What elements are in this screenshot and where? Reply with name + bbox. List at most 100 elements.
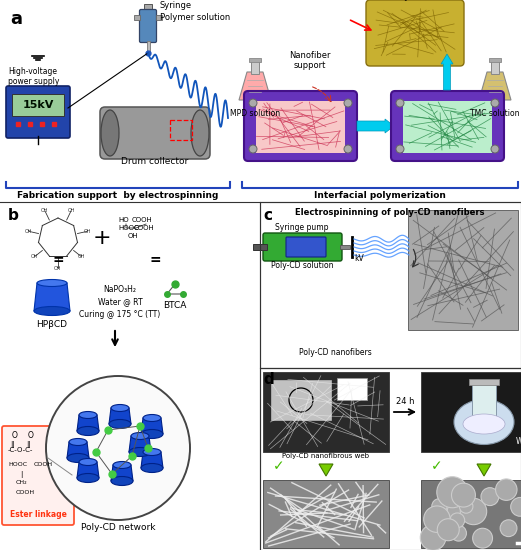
- Ellipse shape: [79, 459, 97, 465]
- Text: NaPO₃H₂
Water @ RT
Curing @ 175 °C (TT): NaPO₃H₂ Water @ RT Curing @ 175 °C (TT): [79, 285, 160, 319]
- FancyBboxPatch shape: [140, 9, 156, 42]
- Text: kV: kV: [354, 254, 364, 263]
- Ellipse shape: [191, 110, 209, 156]
- Text: Water: Water: [516, 437, 521, 446]
- Polygon shape: [77, 462, 99, 478]
- Text: Poly-CD nanofibrous web: Poly-CD nanofibrous web: [282, 453, 369, 459]
- Circle shape: [396, 99, 404, 107]
- Text: OH: OH: [31, 254, 39, 259]
- Text: Drum collector: Drum collector: [121, 157, 189, 166]
- Text: OH: OH: [67, 208, 75, 213]
- Bar: [170, 120, 192, 140]
- Text: ||: ||: [10, 441, 15, 448]
- Circle shape: [473, 528, 492, 548]
- Bar: [271, 380, 331, 420]
- Bar: [12, 94, 64, 116]
- Bar: [251, 60, 259, 74]
- Ellipse shape: [131, 432, 149, 439]
- Text: Poly-CD network: Poly-CD network: [81, 523, 155, 532]
- Circle shape: [46, 376, 190, 520]
- Text: OH: OH: [25, 229, 32, 234]
- Text: OH: OH: [78, 254, 85, 259]
- Text: High-voltage
power supply: High-voltage power supply: [8, 67, 59, 86]
- Polygon shape: [77, 415, 99, 431]
- Bar: [260, 368, 521, 550]
- Text: Poly-CD nanofibers: Poly-CD nanofibers: [299, 348, 371, 357]
- Polygon shape: [479, 72, 511, 100]
- Circle shape: [432, 499, 447, 514]
- Text: |: |: [20, 471, 22, 478]
- Circle shape: [452, 483, 476, 507]
- Ellipse shape: [129, 448, 151, 456]
- Text: 15kV: 15kV: [22, 100, 54, 110]
- Ellipse shape: [463, 414, 505, 434]
- Ellipse shape: [111, 476, 133, 486]
- Polygon shape: [239, 72, 271, 100]
- Text: +: +: [93, 228, 111, 248]
- Ellipse shape: [143, 415, 161, 421]
- Circle shape: [451, 525, 466, 541]
- Circle shape: [500, 520, 517, 537]
- FancyBboxPatch shape: [391, 91, 504, 161]
- Text: Electrospininning of poly-CD nanofibers: Electrospininning of poly-CD nanofibers: [295, 208, 485, 217]
- Text: Syringe pump: Syringe pump: [275, 223, 329, 232]
- Text: CH₂: CH₂: [16, 480, 28, 485]
- Text: Syringe: Syringe: [160, 1, 192, 10]
- FancyBboxPatch shape: [2, 426, 74, 525]
- Circle shape: [249, 145, 257, 153]
- Ellipse shape: [69, 438, 87, 446]
- Bar: [134, 15, 140, 20]
- Polygon shape: [111, 465, 133, 481]
- Text: 24 h: 24 h: [396, 397, 414, 406]
- Text: Poly-CD solution: Poly-CD solution: [271, 261, 333, 270]
- Polygon shape: [141, 418, 163, 434]
- Circle shape: [447, 501, 467, 521]
- Ellipse shape: [37, 279, 67, 287]
- Circle shape: [437, 477, 468, 508]
- Circle shape: [344, 99, 352, 107]
- Polygon shape: [67, 442, 89, 458]
- Circle shape: [495, 479, 517, 501]
- Text: OH: OH: [83, 229, 91, 234]
- Text: =: =: [52, 253, 64, 267]
- FancyBboxPatch shape: [366, 0, 464, 66]
- Ellipse shape: [34, 306, 70, 316]
- Ellipse shape: [77, 426, 99, 436]
- Bar: [263, 372, 389, 452]
- Text: BTCA: BTCA: [163, 301, 187, 310]
- Circle shape: [249, 99, 257, 107]
- FancyBboxPatch shape: [6, 86, 70, 138]
- Text: HOOC: HOOC: [8, 462, 27, 467]
- Circle shape: [460, 498, 487, 525]
- Ellipse shape: [141, 464, 163, 472]
- Polygon shape: [477, 464, 491, 476]
- Text: Polymer solution: Polymer solution: [160, 13, 230, 22]
- Circle shape: [450, 513, 465, 528]
- Polygon shape: [141, 452, 163, 468]
- Ellipse shape: [141, 430, 163, 438]
- Circle shape: [481, 488, 499, 505]
- Text: c: c: [263, 208, 272, 223]
- Circle shape: [491, 99, 499, 107]
- Ellipse shape: [79, 411, 97, 419]
- Bar: [421, 372, 521, 452]
- Ellipse shape: [143, 448, 161, 455]
- FancyArrow shape: [357, 119, 394, 133]
- Text: HO: HO: [118, 217, 129, 223]
- Text: COOH: COOH: [132, 217, 153, 223]
- Bar: [403, 101, 492, 153]
- Bar: [337, 378, 367, 400]
- Bar: [421, 480, 521, 548]
- Circle shape: [437, 519, 459, 541]
- Text: b: b: [8, 208, 19, 223]
- Text: O: O: [12, 431, 18, 440]
- Bar: [256, 101, 345, 153]
- Text: MPD solution: MPD solution: [230, 109, 280, 118]
- Bar: [489, 58, 501, 62]
- Ellipse shape: [67, 454, 89, 463]
- Circle shape: [420, 525, 446, 550]
- Bar: [472, 382, 496, 422]
- FancyBboxPatch shape: [100, 107, 210, 159]
- Bar: [260, 202, 521, 368]
- Text: ✓: ✓: [431, 459, 443, 473]
